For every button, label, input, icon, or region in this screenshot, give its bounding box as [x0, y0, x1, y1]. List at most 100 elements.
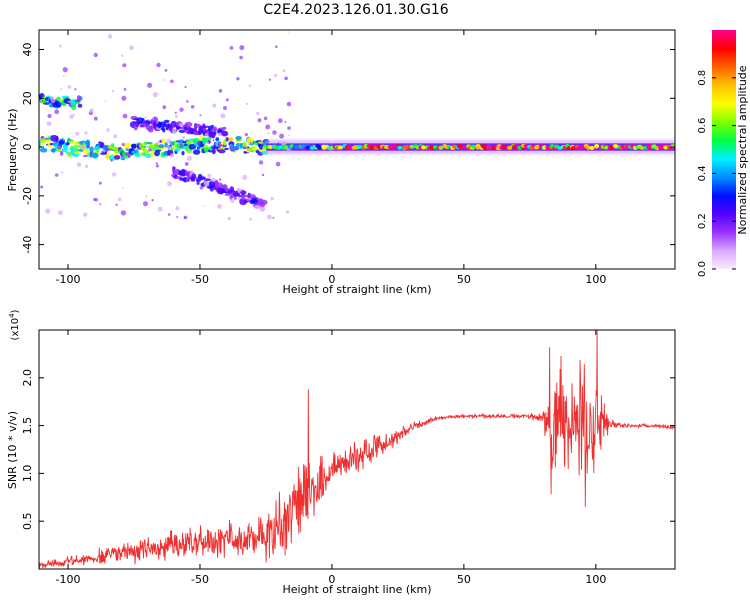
spectrogram-blob: [125, 146, 132, 149]
spectrogram-blob: [43, 102, 51, 105]
spectrogram-blob: [76, 95, 81, 102]
spectrogram-speckle-dot: [187, 148, 190, 151]
spectrogram-speckle-dot: [83, 212, 88, 217]
spectrogram-speckle-dot: [91, 108, 93, 110]
spectrogram-speckle-dot: [59, 44, 62, 48]
spectrogram-speckle-dot: [93, 116, 98, 121]
spectrogram-blob: [196, 181, 200, 186]
spectrogram-speckle-dot: [93, 52, 98, 58]
spectrogram-speckle-dot: [184, 162, 189, 166]
spectrogram-x-axis-label: Height of straight line (km): [282, 283, 431, 296]
spectrogram-speckle-dot: [129, 45, 134, 51]
spectrogram-speckle-dot: [152, 118, 155, 120]
spectrogram-blob: [223, 184, 227, 190]
spectrogram-blob: [202, 137, 208, 143]
spectrogram-speckle-dot: [176, 216, 179, 218]
spectrogram-blob: [60, 151, 64, 156]
spectrogram-blob: [461, 145, 467, 150]
spectrogram-speckle-dot: [147, 82, 153, 88]
spectrogram-speckle-dot: [277, 142, 280, 145]
spectrogram-blob: [85, 139, 91, 146]
spectrogram-blob: [51, 148, 56, 153]
spectrogram-speckle-dot: [157, 128, 159, 131]
spectrogram-speckle-dot: [268, 78, 272, 81]
spectrogram-blob: [224, 147, 229, 151]
spectrogram-speckle-dot: [62, 67, 68, 73]
spectrogram-blob: [90, 152, 99, 158]
spectrogram-speckle-dot: [271, 24, 274, 27]
spectrogram-speckle-dot: [54, 148, 57, 151]
spectrogram-speckle-dot: [179, 144, 184, 149]
spectrogram-blob: [188, 143, 197, 150]
spectrogram-speckle-dot: [54, 109, 60, 115]
spectrogram-speckle-dot: [230, 198, 235, 203]
spectrogram-speckle-dot: [246, 102, 249, 106]
spectrogram-blob: [82, 154, 89, 157]
colorbar-ticks: 0.0 0.2 0.4 0.6 0.8: [697, 70, 736, 277]
spectrogram-speckle-dot: [144, 116, 147, 119]
spectrogram-speckle-dot: [111, 172, 117, 177]
spectrogram-speckle-dot: [206, 141, 210, 144]
spectrogram-blob: [174, 148, 181, 152]
spectrogram-speckle-dot: [164, 69, 168, 72]
spectrogram-blob: [404, 144, 410, 149]
spectrogram-blob: [120, 157, 126, 161]
colorbar: 0.0 0.2 0.4 0.6 0.8 Normalized spectral ampl…: [697, 30, 749, 277]
spectrogram-speckle-dot: [46, 121, 52, 126]
spectrogram-speckle-dot: [75, 131, 80, 136]
spectrogram-speckle-dot: [110, 159, 113, 162]
spectrogram-speckle-dot: [203, 205, 205, 207]
spectrogram-blob: [213, 130, 217, 136]
spectrogram-speckle-dot: [157, 206, 163, 212]
spectrogram-blob: [56, 96, 61, 102]
spectrogram-blob: [223, 139, 227, 146]
spectrogram-blob: [172, 128, 177, 135]
spectrogram-speckle-dot: [94, 198, 99, 202]
spectrogram-x-tick-label: -50: [191, 273, 209, 286]
spectrogram-blob: [507, 145, 513, 150]
spectrogram-speckle-dot: [162, 105, 167, 110]
spectrogram-speckle-dot: [115, 203, 118, 207]
spectrogram-speckle-dot: [80, 144, 86, 150]
snr-series-line: [39, 330, 675, 569]
spectrogram-speckle-dot: [179, 107, 184, 112]
spectrogram-speckle-dot: [284, 120, 287, 123]
spectrogram-blob: [178, 123, 184, 127]
spectrogram-blob: [202, 125, 210, 128]
snr-y-tick-label: 1.0: [21, 465, 34, 483]
spectrogram-speckle-dot: [248, 84, 251, 87]
snr-frame: [38, 329, 676, 570]
spectrogram-speckle-dot: [284, 76, 288, 81]
spectrogram-speckle-dot: [242, 174, 248, 180]
spectrogram-blob: [142, 149, 150, 154]
spectrogram-blob: [545, 145, 551, 150]
spectrogram-y-tick-label: -40: [21, 236, 34, 254]
spectrogram-blob: [259, 199, 268, 206]
spectrogram-speckle-dot: [212, 103, 217, 108]
spectrogram-speckle-dot: [235, 146, 240, 151]
spectrogram-speckle-dot: [121, 95, 127, 101]
spectrogram-speckle-dot: [272, 130, 277, 135]
spectrogram-speckle-dot: [107, 34, 113, 39]
snr-y-ticks: 0.5 1.0 1.5 2.0: [21, 369, 675, 530]
spectrogram-speckle-dot: [196, 140, 201, 146]
spectrogram-x-tick-label: 0: [328, 273, 335, 286]
spectrogram-blob: [55, 101, 62, 108]
spectrogram-blob: [77, 103, 83, 108]
spectrogram-marks: [39, 24, 675, 221]
spectrogram-blob: [178, 139, 185, 145]
colorbar-tick-label: 0.4: [697, 165, 708, 181]
spectrogram-ridge: [329, 139, 675, 155]
spectrogram-blob: [74, 101, 79, 104]
spectrogram-speckle-dot: [220, 113, 226, 119]
spectrogram-speckle-dot: [49, 96, 54, 100]
spectrogram-y-tick-label: -20: [21, 187, 34, 205]
spectrogram-speckle-dot: [190, 105, 195, 109]
spectrogram-speckle-dot: [285, 210, 290, 214]
spectrogram-speckle-dot: [152, 92, 158, 98]
spectrogram-blob: [234, 197, 238, 200]
spectrogram-speckle-dot: [261, 173, 265, 177]
spectrogram-blob: [535, 144, 541, 149]
spectrogram-blob: [83, 147, 90, 155]
spectrogram-blob: [73, 151, 80, 154]
